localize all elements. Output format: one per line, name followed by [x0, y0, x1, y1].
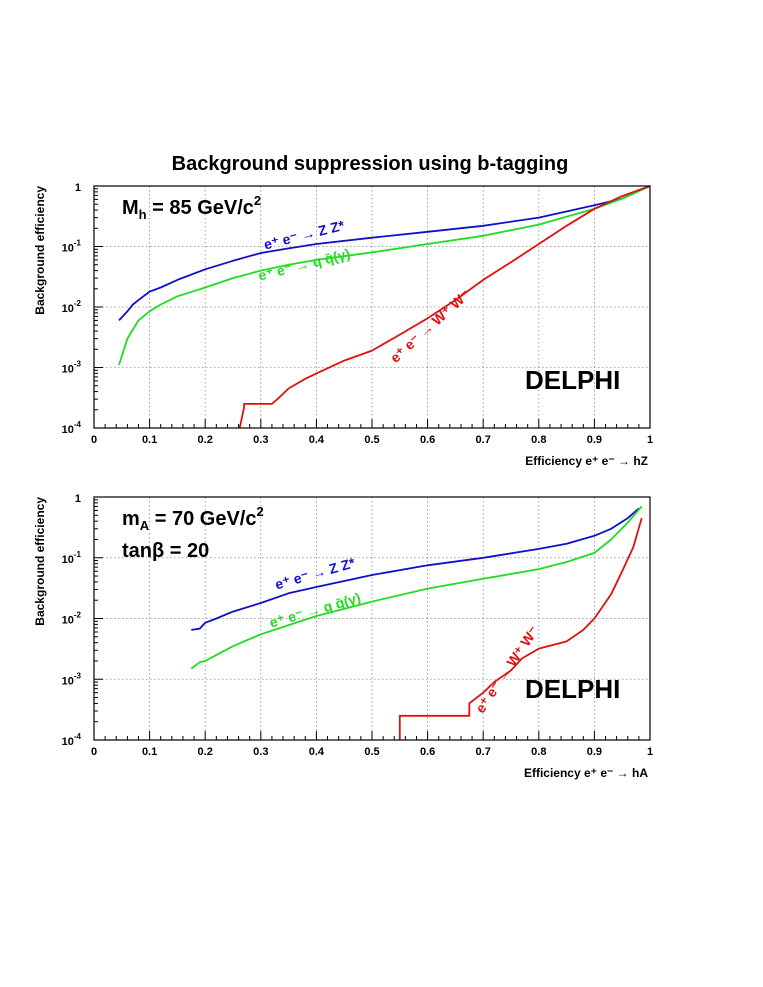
delphi-label: DELPHI [525, 365, 620, 395]
figure-title: Background suppression using b-tagging [172, 153, 569, 175]
bottom-panel: 0 0.1 0.2 0.3 0.4 0.5 0.6 0.7 0.8 0.9 1 10-4 10-3 10-… [33, 493, 653, 780]
plot-frame [93, 496, 651, 741]
series-line-2 [398, 517, 643, 740]
y-tick-label: 1 [75, 182, 81, 194]
x-tick-label: 0 [91, 746, 97, 758]
y-axis-ticks [94, 499, 103, 741]
series-group [190, 505, 643, 740]
x-axis-label: Efficiency e⁺ e⁻ → hA [524, 766, 648, 780]
x-tick-label: 0.4 [309, 434, 325, 446]
x-tick-label: 0.9 [587, 434, 602, 446]
y-tick-label: 10-4 [62, 420, 82, 436]
series-line-1 [118, 185, 651, 366]
delphi-label: DELPHI [525, 674, 620, 704]
y-tick-label: 1 [75, 493, 81, 505]
x-tick-label: 0.7 [476, 746, 491, 758]
y-axis-ticks [94, 188, 103, 429]
mass-label: mA = 70 GeV/c2 [122, 504, 264, 533]
x-tick-label: 0.9 [587, 746, 602, 758]
x-tick-label: 0.3 [253, 746, 268, 758]
x-tick-label: 0.3 [253, 434, 268, 446]
y-tick-label: 10-2 [62, 299, 82, 315]
x-tick-label: 0.8 [531, 434, 546, 446]
x-axis-ticks [93, 731, 651, 740]
x-tick-label: 0.4 [309, 746, 325, 758]
x-tick-label: 0.1 [142, 746, 157, 758]
x-tick-label: 0.8 [531, 746, 546, 758]
x-tick-label: 0.7 [476, 434, 491, 446]
x-tick-label: 0.6 [420, 746, 435, 758]
y-axis-label: Background efficiency [33, 497, 47, 626]
grid [94, 186, 650, 428]
y-tick-label: 10-4 [62, 732, 82, 748]
series-label-0: e⁺ e⁻ → Z Z* [262, 217, 346, 253]
x-tick-label: 0.5 [364, 746, 379, 758]
x-axis-ticks [93, 419, 651, 428]
mass-label: Mh = 85 GeV/c2 [122, 193, 261, 222]
y-axis-label: Background efficiency [33, 186, 47, 315]
series-line-0 [118, 185, 651, 322]
series-line-1 [190, 505, 643, 670]
x-tick-label: 0.6 [420, 434, 435, 446]
tanbeta-label: tanβ = 20 [122, 540, 209, 562]
x-tick-label: 0.2 [198, 746, 213, 758]
series-label-2: e⁺ e⁻ → W⁺ W⁻ [387, 286, 473, 366]
y-tick-label: 10-1 [62, 239, 82, 255]
x-tick-label: 0.2 [198, 434, 213, 446]
top-panel: 0 0.1 0.2 0.3 0.4 0.5 0.6 0.7 0.8 0.9 1 10-4 10-3 10-… [33, 182, 653, 468]
series-line-2 [238, 185, 651, 429]
plot-frame [93, 185, 651, 429]
y-tick-label: 10-1 [62, 550, 82, 566]
x-tick-label: 1 [647, 746, 653, 758]
x-tick-label: 0.1 [142, 434, 157, 446]
y-tick-label: 10-2 [62, 611, 82, 627]
x-tick-label: 0 [91, 434, 97, 446]
y-tick-label: 10-3 [62, 360, 82, 376]
y-tick-label: 10-3 [62, 671, 82, 687]
x-tick-label: 0.5 [364, 434, 379, 446]
series-group [118, 185, 651, 429]
series-line-0 [191, 507, 640, 631]
x-tick-label: 1 [647, 434, 653, 446]
grid [94, 497, 650, 740]
x-axis-label: Efficiency e⁺ e⁻ → hZ [525, 454, 648, 468]
